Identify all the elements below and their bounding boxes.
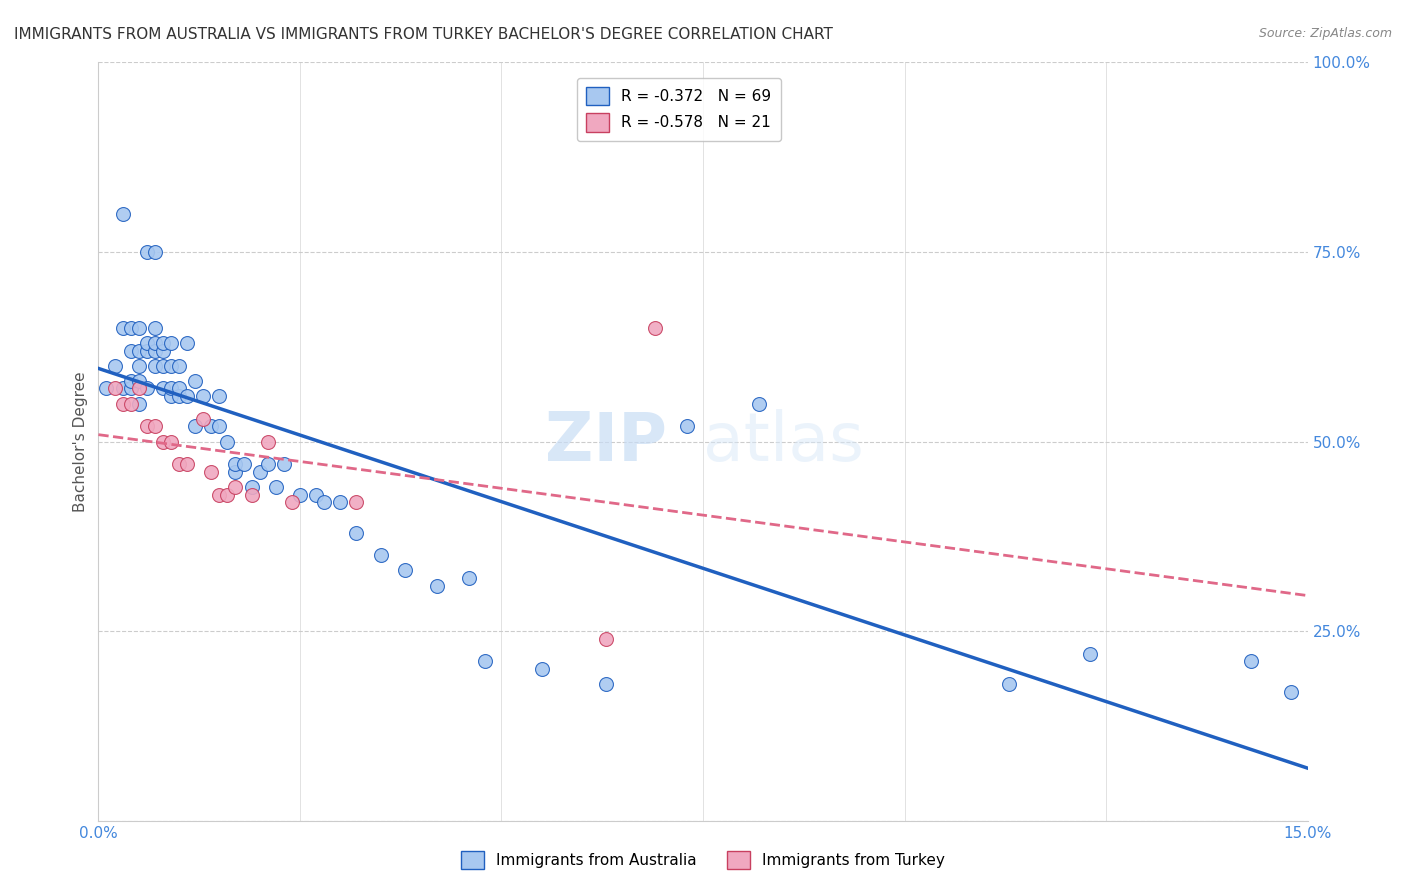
Point <box>264 480 287 494</box>
Point <box>152 343 174 358</box>
Point <box>748 396 770 410</box>
Point <box>111 396 134 410</box>
Point <box>644 320 666 334</box>
Point <box>167 458 190 472</box>
Point <box>120 320 142 334</box>
Point <box>305 487 328 501</box>
Point <box>208 389 231 403</box>
Point <box>152 335 174 350</box>
Text: Source: ZipAtlas.com: Source: ZipAtlas.com <box>1258 27 1392 40</box>
Point <box>676 419 699 434</box>
Point <box>167 382 190 396</box>
Point <box>135 335 157 350</box>
Point <box>232 458 254 472</box>
Point <box>128 320 150 334</box>
Point <box>111 320 134 334</box>
Point <box>208 487 231 501</box>
Point <box>273 458 295 472</box>
Point <box>240 480 263 494</box>
Y-axis label: Bachelor's Degree: Bachelor's Degree <box>73 371 89 512</box>
Point <box>426 579 449 593</box>
Point <box>1281 685 1303 699</box>
Point <box>143 320 166 334</box>
Point <box>120 382 142 396</box>
Point <box>128 382 150 396</box>
Point <box>135 244 157 259</box>
Point <box>217 487 239 501</box>
Point <box>111 382 134 396</box>
Point <box>160 382 183 396</box>
Point <box>240 487 263 501</box>
Point <box>314 495 336 509</box>
Point <box>120 374 142 388</box>
Point <box>152 382 174 396</box>
Point <box>224 465 246 479</box>
Point <box>193 389 215 403</box>
Point <box>200 465 222 479</box>
Point <box>344 495 367 509</box>
Point <box>143 335 166 350</box>
Point <box>1240 655 1263 669</box>
Point <box>184 419 207 434</box>
Point <box>135 419 157 434</box>
Point <box>167 389 190 403</box>
Point <box>370 548 392 563</box>
Point <box>152 359 174 373</box>
Point <box>143 359 166 373</box>
Point <box>595 677 617 691</box>
Point <box>288 487 311 501</box>
Point <box>103 359 125 373</box>
Point <box>128 343 150 358</box>
Point <box>176 335 198 350</box>
Point <box>474 655 496 669</box>
Point <box>128 374 150 388</box>
Point <box>176 389 198 403</box>
Point <box>193 412 215 426</box>
Point <box>256 458 278 472</box>
Point <box>208 419 231 434</box>
Point <box>160 389 183 403</box>
Point <box>281 495 304 509</box>
Point <box>111 207 134 221</box>
Text: IMMIGRANTS FROM AUSTRALIA VS IMMIGRANTS FROM TURKEY BACHELOR'S DEGREE CORRELATIO: IMMIGRANTS FROM AUSTRALIA VS IMMIGRANTS … <box>14 27 832 42</box>
Point <box>256 434 278 449</box>
Point <box>344 525 367 540</box>
Point <box>167 359 190 373</box>
Point <box>530 662 553 676</box>
Point <box>184 374 207 388</box>
Legend: Immigrants from Australia, Immigrants from Turkey: Immigrants from Australia, Immigrants fr… <box>454 845 952 875</box>
Point <box>135 382 157 396</box>
Legend: R = -0.372   N = 69, R = -0.578   N = 21: R = -0.372 N = 69, R = -0.578 N = 21 <box>576 78 780 141</box>
Point <box>200 419 222 434</box>
Point <box>224 458 246 472</box>
Point <box>1078 647 1101 661</box>
Point <box>152 434 174 449</box>
Point <box>458 571 481 585</box>
Point <box>160 359 183 373</box>
Point <box>998 677 1021 691</box>
Point <box>160 335 183 350</box>
Point <box>394 564 416 578</box>
Point <box>176 458 198 472</box>
Point <box>143 343 166 358</box>
Point <box>217 434 239 449</box>
Point <box>160 434 183 449</box>
Point <box>135 343 157 358</box>
Point <box>120 343 142 358</box>
Point <box>120 396 142 410</box>
Point <box>329 495 352 509</box>
Point <box>224 480 246 494</box>
Point <box>103 382 125 396</box>
Point <box>249 465 271 479</box>
Point <box>128 396 150 410</box>
Point <box>143 419 166 434</box>
Point <box>595 632 617 646</box>
Text: ZIP: ZIP <box>544 409 666 475</box>
Text: atlas: atlas <box>703 409 863 475</box>
Point <box>143 244 166 259</box>
Point <box>128 359 150 373</box>
Point <box>96 382 118 396</box>
